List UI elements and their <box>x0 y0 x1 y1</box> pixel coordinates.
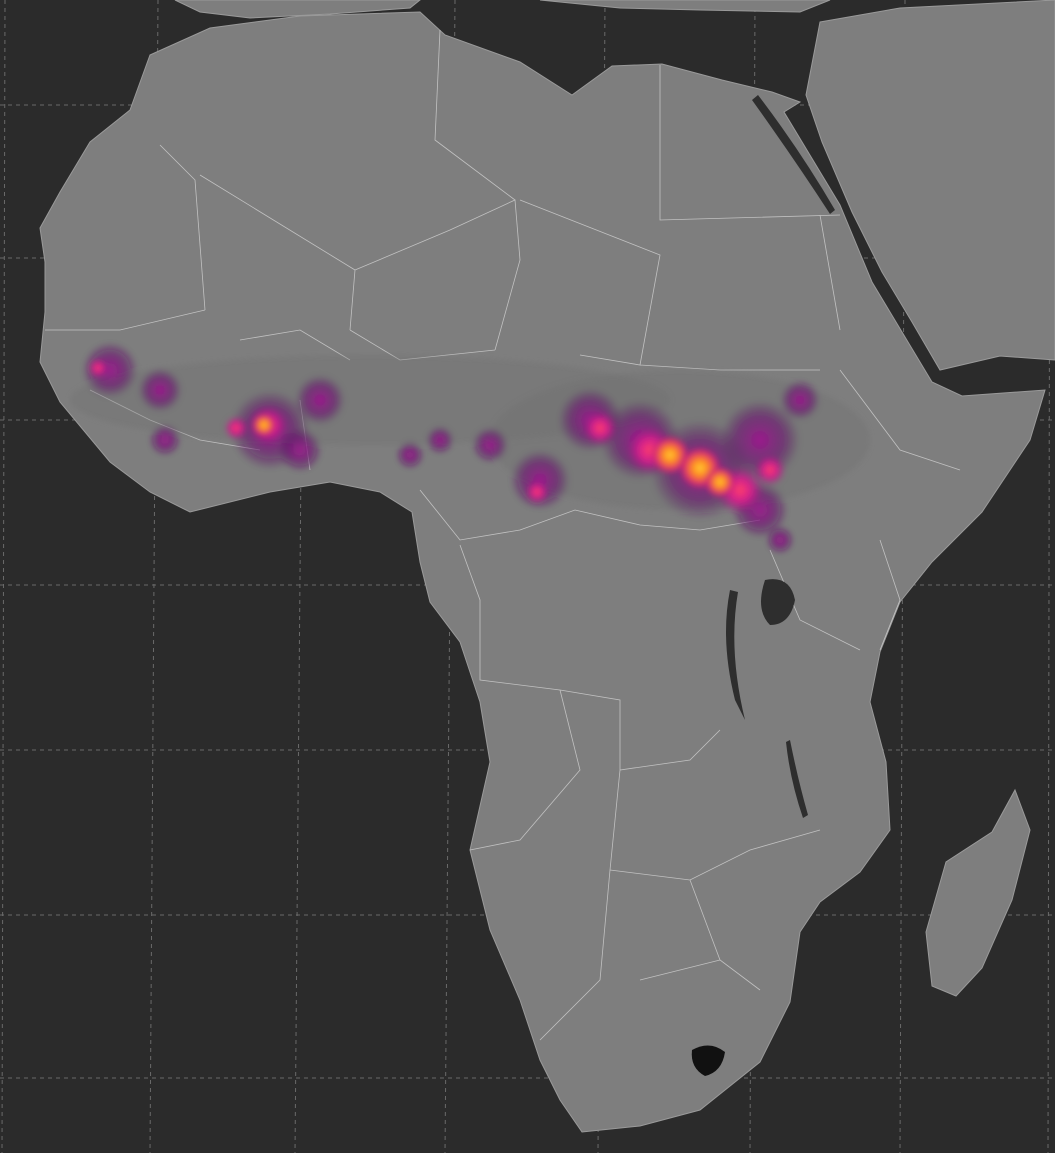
heat-cell <box>82 342 138 398</box>
heat-cell <box>510 450 570 510</box>
arabia <box>805 0 1055 371</box>
heat-cell <box>780 380 820 420</box>
lesotho <box>691 1045 725 1076</box>
africa <box>39 11 1046 1133</box>
heat-cell <box>426 426 454 454</box>
heat-cell <box>278 428 322 472</box>
water-bodies <box>691 95 835 1076</box>
heat-cell <box>582 410 618 446</box>
heat-cell <box>224 416 248 440</box>
lake <box>786 740 808 818</box>
europe <box>174 0 831 19</box>
heat-high <box>252 413 736 498</box>
heatmap <box>70 342 870 554</box>
lake <box>726 590 745 720</box>
heat-cell <box>88 358 108 378</box>
heat-cell <box>704 466 736 498</box>
heat-cell <box>295 375 345 425</box>
heat-cell <box>138 368 182 412</box>
heat-cell <box>149 424 181 456</box>
heat-cell <box>754 454 786 486</box>
gulf <box>752 95 835 214</box>
heat-cell <box>252 413 276 437</box>
heat-cell <box>766 526 794 554</box>
lake <box>761 579 795 625</box>
madagascar <box>925 788 1031 997</box>
heat-cell <box>472 427 508 463</box>
heat-cell <box>396 441 424 469</box>
heat-cell <box>525 480 549 504</box>
